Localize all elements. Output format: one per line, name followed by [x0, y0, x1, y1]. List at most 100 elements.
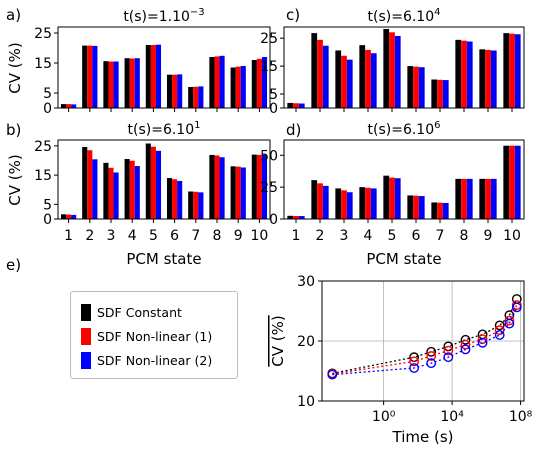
- point-3-6: [494, 330, 505, 340]
- plot-frame: [57, 26, 271, 109]
- panel-title: t(s)=6.106: [368, 120, 441, 138]
- bar-1-4: [359, 45, 366, 108]
- x-tick-label: 1: [292, 228, 301, 244]
- y-tick-label: 0: [269, 212, 278, 228]
- bar-3-1: [298, 103, 305, 108]
- bar-1-5: [145, 143, 151, 219]
- bar-1-9: [479, 178, 486, 219]
- bar-3-7: [198, 192, 204, 219]
- bar-3-7: [442, 202, 449, 219]
- bar-1-10: [503, 145, 510, 219]
- bar-3-7: [198, 86, 204, 108]
- x-tick-label: 2: [316, 228, 325, 244]
- legend-swatch-nonlinear1: [81, 327, 91, 345]
- panel-c: 05 15 25 t(s)=6.104 c): [260, 6, 525, 117]
- x-tick-label: 7: [436, 228, 445, 244]
- legend-swatch-nonlinear2: [81, 351, 91, 369]
- legend: SDF Constant SDF Non-linear (1) SDF Non-…: [70, 291, 238, 379]
- bar-1-4: [124, 58, 130, 108]
- bar-3-1: [298, 216, 305, 219]
- legend-item-nonlinear2: SDF Non-linear (2): [81, 350, 212, 370]
- x-tick-label: 10⁴: [440, 409, 464, 425]
- bar-2-4: [129, 160, 135, 219]
- x-axis-label: PCM state: [366, 250, 441, 268]
- x-tick-label: 9: [484, 228, 493, 244]
- bar-1-2: [311, 33, 318, 108]
- bar-3-10: [514, 34, 521, 109]
- bar-1-1: [60, 104, 67, 108]
- bar-1-10: [251, 60, 257, 108]
- bar-1-8: [209, 154, 215, 219]
- x-tick-label: 10⁰: [372, 409, 396, 425]
- y-tick-label: 50: [260, 148, 278, 164]
- point-3-1: [409, 363, 419, 373]
- point-2-2: [426, 351, 437, 361]
- bar-3-4: [134, 58, 140, 108]
- point-3-3: [443, 352, 454, 363]
- bar-1-6: [407, 195, 414, 219]
- bar-1-7: [188, 191, 194, 219]
- legend-label-nonlinear2: SDF Non-linear (2): [97, 352, 213, 368]
- series-line-1: [332, 298, 518, 375]
- x-tick-label: 4: [364, 228, 373, 244]
- x-axis-label: Time (s): [392, 428, 454, 446]
- point-3-2: [426, 358, 437, 369]
- bar-1-3: [335, 50, 342, 108]
- point-1-4: [460, 334, 471, 345]
- bar-2-8: [214, 56, 220, 108]
- bar-3-9: [490, 178, 497, 219]
- bar-1-3: [103, 162, 109, 219]
- bar-2-6: [413, 195, 419, 219]
- bar-1-1: [287, 102, 294, 108]
- bar-2-5: [389, 32, 395, 109]
- bar-3-5: [394, 35, 401, 108]
- bar-2-9: [235, 66, 241, 108]
- legend-swatch-constant: [81, 303, 91, 321]
- y-tick-label: 20: [297, 334, 315, 350]
- bar-2-4: [129, 58, 135, 108]
- bar-2-3: [341, 55, 347, 108]
- bar-2-10: [256, 154, 262, 219]
- y-tick-label: 25: [34, 139, 52, 155]
- bar-3-4: [134, 166, 140, 219]
- bar-2-9: [235, 166, 241, 219]
- bar-3-8: [219, 157, 225, 219]
- bar-3-2: [322, 45, 329, 108]
- bar-1-8: [209, 57, 215, 108]
- panel-title: t(s)=6.101: [128, 120, 201, 138]
- plot-frame: [283, 139, 525, 220]
- bar-2-4: [365, 49, 371, 108]
- bar-1-9: [230, 67, 236, 108]
- panel-label: d): [286, 121, 301, 139]
- y-tick-label: 30: [297, 274, 315, 290]
- x-tick-label: 8: [213, 228, 222, 244]
- bar-1-2: [311, 180, 318, 219]
- x-tick-label: 8: [460, 228, 469, 244]
- bar-2-8: [461, 178, 467, 219]
- bar-2-5: [389, 177, 395, 219]
- point-2-1: [409, 356, 419, 367]
- bar-1-10: [503, 33, 510, 108]
- x-tick-label: 6: [412, 228, 421, 244]
- y-tick-label: 5: [43, 86, 52, 102]
- bar-3-4: [370, 188, 377, 219]
- x-tick-label: 1: [64, 228, 73, 244]
- bar-2-6: [172, 74, 178, 108]
- y-tick-label: 15: [34, 168, 52, 184]
- bar-2-3: [108, 167, 114, 219]
- bar-1-6: [407, 66, 414, 108]
- panel-label: e): [6, 256, 21, 274]
- y-tick-label: 5: [269, 87, 278, 103]
- series-line-3: [332, 307, 518, 376]
- bar-1-7: [188, 87, 194, 108]
- bar-1-7: [431, 79, 438, 108]
- panel-d: 0 25 50 1 2 3 4 5 6 7 8 9 10 t(s)=6.106 d) PCM state: [260, 120, 525, 268]
- panel-title: t(s)=6.104: [368, 7, 441, 25]
- bar-2-3: [341, 190, 347, 219]
- bar-3-6: [177, 180, 183, 219]
- bar-3-1: [71, 104, 77, 108]
- legend-label-constant: SDF Constant: [97, 304, 182, 320]
- y-tick-label: 25: [260, 31, 278, 47]
- point-2-4: [460, 339, 471, 350]
